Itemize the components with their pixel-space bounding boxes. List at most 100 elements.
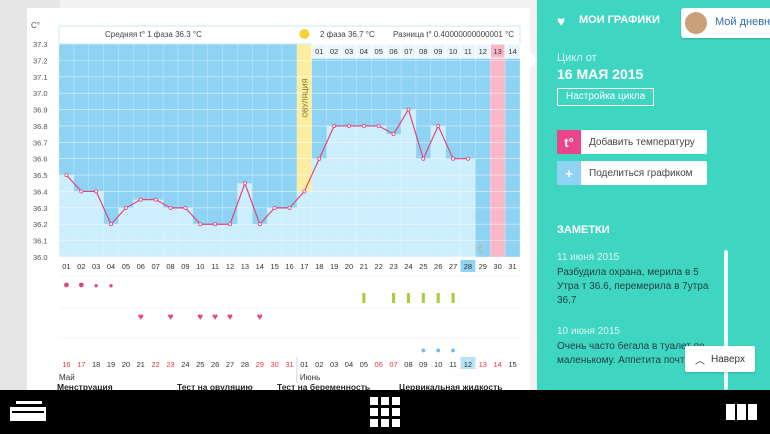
heart-icon: ♥ bbox=[138, 312, 144, 323]
x-tick-label: 03 bbox=[92, 262, 100, 271]
date-label: 17 bbox=[77, 360, 85, 369]
heart-icon: ♥ bbox=[257, 312, 263, 323]
notes-scrollbar[interactable] bbox=[724, 250, 728, 390]
data-point bbox=[391, 132, 396, 137]
chevron-up-icon: ︿ bbox=[695, 355, 705, 367]
phase1-label: Средняя t° 1 фаза 36.3 °С bbox=[105, 30, 202, 39]
y-tick-label: 36.1 bbox=[33, 237, 48, 246]
bar bbox=[59, 175, 74, 257]
phase-column bbox=[490, 44, 506, 257]
bar bbox=[133, 199, 149, 257]
top-day-label: 02 bbox=[330, 47, 338, 56]
x-tick-label: 17 bbox=[300, 262, 308, 271]
top-day-label: 11 bbox=[464, 47, 472, 56]
share-chart-label: Поделиться графиком bbox=[589, 167, 693, 179]
bottom-navigation bbox=[0, 390, 770, 434]
test-strip-icon bbox=[421, 293, 425, 303]
date-label: 21 bbox=[137, 360, 145, 369]
home-button[interactable] bbox=[368, 397, 402, 427]
month-may: Май bbox=[59, 373, 75, 382]
cycle-date: 16 МАЯ 2015 bbox=[557, 66, 644, 82]
x-tick-label: 09 bbox=[181, 262, 189, 271]
top-day-label: 14 bbox=[508, 47, 516, 56]
date-label: 13 bbox=[479, 360, 487, 369]
cycle-settings-button[interactable]: Настройка цикла bbox=[557, 88, 655, 106]
y-tick-label: 36.5 bbox=[33, 171, 48, 180]
bar bbox=[386, 134, 402, 257]
test-strip-icon bbox=[362, 293, 366, 303]
date-label: 15 bbox=[508, 360, 516, 369]
date-label: 25 bbox=[196, 360, 204, 369]
keyboard-button[interactable] bbox=[8, 398, 48, 426]
y-tick-label: 37.2 bbox=[33, 56, 48, 65]
blood-drop-icon: ● bbox=[63, 279, 70, 291]
data-point bbox=[332, 123, 337, 128]
x-tick-label: 13 bbox=[241, 262, 249, 271]
x-tick-label: 15 bbox=[270, 262, 278, 271]
user-menu[interactable]: Мой дневн bbox=[681, 8, 770, 38]
x-tick-label: 23 bbox=[389, 262, 397, 271]
x-tick-label: 02 bbox=[77, 262, 85, 271]
y-tick-label: 36.6 bbox=[33, 155, 48, 164]
add-temperature-label: Добавить температуру bbox=[589, 136, 695, 148]
add-temperature-button[interactable]: t° Добавить температуру bbox=[557, 130, 707, 154]
temperature-chart: 37.3 37.2 37.1 37.0 36.9 36.8 36.7 36.6 36.5 36.4… bbox=[31, 21, 521, 390]
back-to-top-button[interactable]: ︿ Наверх bbox=[685, 346, 755, 372]
top-day-label: 10 bbox=[449, 47, 457, 56]
x-tick-label: 25 bbox=[419, 262, 427, 271]
note-text[interactable]: Разбудила охрана, мерила в 5 Утра т 36.6… bbox=[557, 267, 709, 306]
data-point bbox=[436, 123, 441, 128]
y-tick-label: 37.0 bbox=[33, 89, 48, 98]
unit-label: С° bbox=[31, 21, 40, 30]
x-tick-label: 06 bbox=[137, 262, 145, 271]
data-point bbox=[79, 189, 84, 194]
test-strip-icon bbox=[436, 293, 440, 303]
sidebar: ♥ МОИ ГРАФИКИ Цикл от 16 МАЯ 2015 Настро… bbox=[537, 0, 770, 390]
data-point bbox=[213, 222, 218, 227]
test-strip-icon bbox=[392, 293, 396, 303]
windows-icon bbox=[726, 404, 757, 420]
date-label: 26 bbox=[211, 360, 219, 369]
data-point bbox=[406, 107, 411, 112]
x-tick-label: 07 bbox=[151, 262, 159, 271]
top-day-label: 01 bbox=[315, 47, 323, 56]
legend-item: Тест на беременность bbox=[277, 382, 370, 390]
x-tick-label: 28 bbox=[464, 262, 472, 271]
sidebar-title: МОИ ГРАФИКИ bbox=[579, 14, 660, 26]
x-tick-label: 18 bbox=[315, 262, 323, 271]
recent-apps-button[interactable] bbox=[722, 398, 762, 426]
bar bbox=[118, 207, 134, 257]
date-label: 11 bbox=[449, 360, 457, 369]
temperature-line bbox=[65, 108, 468, 226]
legend-item: Менструация bbox=[57, 382, 113, 390]
y-tick-label: 36.4 bbox=[33, 187, 48, 196]
data-point bbox=[421, 156, 426, 161]
fluid-drop-icon: ● bbox=[435, 345, 440, 355]
bar bbox=[237, 183, 253, 257]
cycle-label: Цикл от bbox=[557, 52, 597, 64]
date-label: 24 bbox=[181, 360, 189, 369]
x-tick-label: 10 bbox=[196, 262, 204, 271]
note-text[interactable]: Очень часто бегала в туалет по маленьком… bbox=[557, 341, 705, 366]
bar bbox=[177, 207, 193, 257]
date-label: 31 bbox=[285, 360, 293, 369]
blood-drop-icon: ● bbox=[94, 281, 99, 290]
share-chart-button[interactable]: + Поделиться графиком bbox=[557, 161, 707, 185]
x-tick-label: 31 bbox=[508, 262, 516, 271]
data-point bbox=[64, 173, 69, 178]
top-day-label: 07 bbox=[404, 47, 412, 56]
date-label: 27 bbox=[226, 360, 234, 369]
x-tick-label: 26 bbox=[434, 262, 442, 271]
y-tick-label: 36.2 bbox=[33, 220, 48, 229]
chart-header bbox=[58, 25, 521, 45]
data-point bbox=[242, 181, 247, 186]
date-label: 06 bbox=[375, 360, 383, 369]
x-tick-label: 19 bbox=[330, 262, 338, 271]
x-tick-label: 20 bbox=[345, 262, 353, 271]
test-strip-icon bbox=[451, 293, 455, 303]
data-point bbox=[361, 123, 366, 128]
phase2-label: 2 фаза 36.7 °С bbox=[320, 30, 375, 39]
date-label: 30 bbox=[270, 360, 278, 369]
x-tick-label: 08 bbox=[166, 262, 174, 271]
date-label: 20 bbox=[122, 360, 130, 369]
